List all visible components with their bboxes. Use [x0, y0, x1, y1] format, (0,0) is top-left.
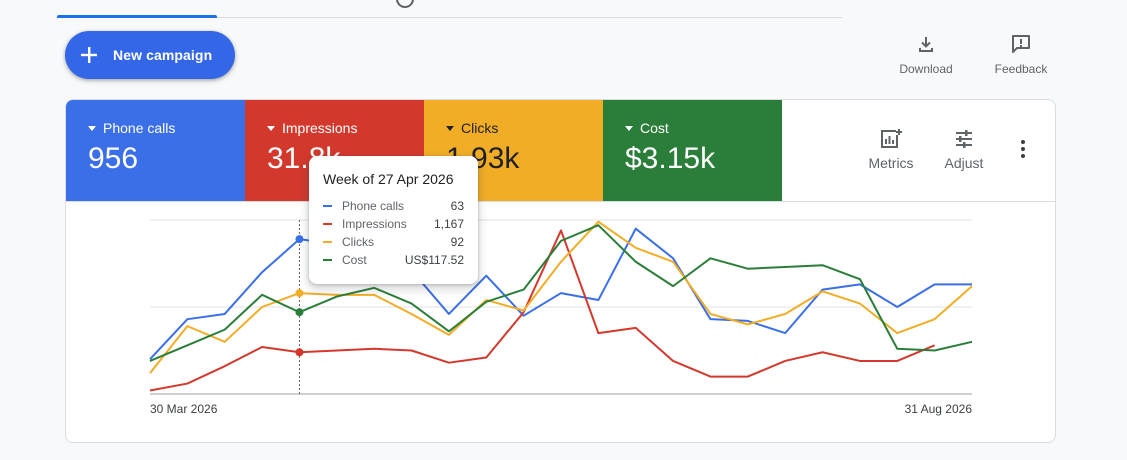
feedback-label: Feedback: [994, 62, 1048, 76]
tooltip-series-value: 63: [450, 199, 464, 213]
adjust-button[interactable]: Adjust: [940, 128, 988, 171]
hover-point-clicks: [295, 289, 304, 298]
dropdown-caret-icon: [88, 125, 96, 131]
tooltip-series-name: Cost: [342, 253, 367, 267]
metrics-chart-icon: [881, 129, 902, 148]
new-campaign-button[interactable]: New campaign: [65, 31, 235, 79]
tooltip-series-value: 92: [450, 235, 464, 249]
help-icon[interactable]: [396, 0, 414, 8]
tab-bar-underline: [57, 17, 842, 18]
adjust-sliders-icon: [956, 130, 972, 148]
tooltip-series-value: 1,167: [433, 217, 464, 231]
adjust-label: Adjust: [944, 155, 984, 171]
feedback-icon: [1012, 35, 1030, 53]
series-swatch: [323, 223, 332, 225]
dropdown-caret-icon: [625, 125, 633, 131]
x-axis-start-label: 30 Mar 2026: [150, 402, 218, 416]
metrics-button[interactable]: Metrics: [864, 128, 918, 171]
metric-tile-cost[interactable]: Cost $3.15k: [603, 100, 782, 202]
chart-tooltip: Week of 27 Apr 2026 Phone calls 63 Impre…: [309, 156, 478, 284]
dropdown-caret-icon: [446, 125, 454, 131]
tooltip-series-value: US$117.52: [404, 253, 464, 267]
series-swatch: [323, 259, 332, 261]
download-button[interactable]: Download: [886, 34, 966, 76]
series-line-impressions[interactable]: [149, 229, 936, 392]
hover-point-impressions: [295, 348, 304, 357]
active-tab-indicator: [57, 15, 217, 18]
new-campaign-label: New campaign: [113, 47, 213, 63]
x-axis-end-label: 31 Aug 2026: [905, 402, 973, 416]
tooltip-row: Clicks 92: [323, 233, 464, 251]
metric-name: Clicks: [461, 120, 499, 136]
tooltip-row: Impressions 1,167: [323, 215, 464, 233]
metric-tile-phone-calls[interactable]: Phone calls 956: [66, 100, 245, 202]
tooltip-row: Cost US$117.52: [323, 251, 464, 269]
tooltip-series-name: Clicks: [342, 235, 374, 249]
metric-name: Phone calls: [103, 120, 176, 136]
series-swatch: [323, 205, 332, 207]
chart-divider: [66, 201, 1055, 202]
tooltip-row: Phone calls 63: [323, 197, 464, 215]
series-line-cost[interactable]: [149, 224, 973, 362]
tooltip-series-name: Impressions: [342, 217, 407, 231]
tooltip-title: Week of 27 Apr 2026: [323, 171, 454, 187]
hover-point-cost: [295, 308, 304, 317]
series-line-phone-calls[interactable]: [149, 227, 972, 360]
metric-tile-clicks[interactable]: Clicks 1.93k: [424, 100, 603, 202]
performance-card: Phone calls 956 Impressions 31.8k Clicks…: [65, 99, 1056, 443]
metric-name: Impressions: [282, 120, 358, 136]
tooltip-series-name: Phone calls: [342, 199, 405, 213]
download-icon: [919, 37, 933, 52]
feedback-button[interactable]: Feedback: [981, 34, 1061, 76]
series-swatch: [323, 241, 332, 243]
performance-line-chart: 30 Mar 2026 31 Aug 2026: [149, 219, 973, 416]
metric-name: Cost: [640, 120, 669, 136]
metric-value: $3.15k: [625, 142, 716, 175]
hover-point-phone-calls: [295, 235, 304, 244]
download-label: Download: [899, 62, 953, 76]
dropdown-caret-icon: [267, 125, 275, 131]
plus-icon: [81, 47, 97, 63]
series-line-clicks[interactable]: [149, 220, 973, 374]
more-options-icon[interactable]: [1013, 140, 1033, 162]
metrics-label: Metrics: [868, 155, 914, 171]
metric-value: 956: [88, 142, 139, 175]
